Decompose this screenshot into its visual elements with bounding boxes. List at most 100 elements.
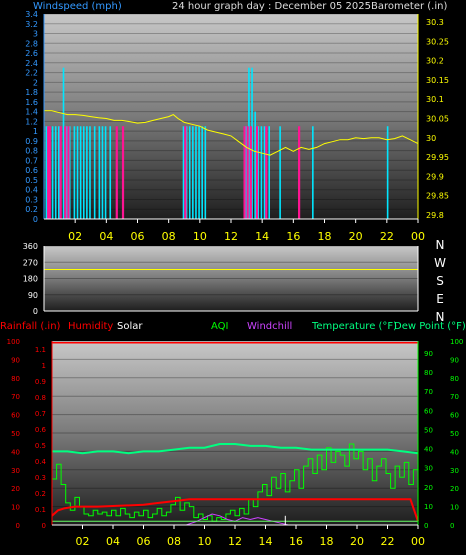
x-tick-label: 16 — [289, 535, 303, 548]
barometer-line — [44, 110, 419, 156]
x-tick-label: 04 — [106, 535, 120, 548]
compass-label: N — [436, 310, 445, 324]
windspeed-bar — [204, 126, 207, 219]
humidity-tick-label: 20 — [11, 485, 20, 493]
rainfall-legend: Rainfall (.in) — [0, 321, 61, 332]
aqi-tick-label: 70 — [450, 393, 459, 401]
windspeed-bar — [54, 126, 57, 219]
wind-tick-label: 2.2 — [25, 69, 38, 78]
gust-bar — [115, 126, 118, 219]
x-tick-label: 08 — [167, 535, 181, 548]
graph-title: 24 hour graph day : December 05 2025 — [172, 1, 371, 12]
gust-bar — [59, 126, 62, 219]
rainfall-tick-label: 1.1 — [35, 346, 46, 354]
barometer-tick-label: 30 — [426, 134, 436, 143]
barometer-tick-label: 29.85 — [426, 192, 449, 201]
temperature-tick-label: 0 — [424, 522, 428, 530]
x-tick-label: 12 — [228, 535, 242, 548]
wind-tick-label: 0.8 — [25, 147, 38, 156]
humidity-tick-label: 60 — [11, 412, 20, 420]
windspeed-label: Windspeed (mph) — [33, 1, 122, 12]
rainfall-axis-ticks: 1.1 1 0.9 0.8 0.7 0.6 0.5 0.4 0.3 0.2 0.1 0 — [35, 346, 47, 530]
windspeed-bar — [185, 126, 188, 219]
temperature-tick-label: 30 — [424, 465, 433, 473]
barometer-tick-label: 30.05 — [426, 115, 449, 124]
gust-bar — [298, 126, 301, 219]
temperature-x-axis-ticks: 02 04 06 08 10 12 14 16 18 20 22 00 — [76, 525, 425, 548]
windspeed-bar — [109, 126, 112, 219]
windspeed-bar — [263, 126, 266, 219]
windspeed-bar — [62, 67, 65, 219]
aqi-tick-label: 90 — [450, 356, 459, 364]
gust-bar — [121, 126, 125, 219]
windspeed-bar — [82, 126, 85, 219]
windspeed-bar — [188, 126, 191, 219]
gust-bar — [243, 126, 246, 219]
x-tick-label: 20 — [349, 230, 363, 243]
humidity-line — [51, 498, 419, 522]
barometer-tick-label: 29.9 — [426, 172, 444, 181]
dewpoint-legend: Dew Point (°F) — [394, 321, 466, 332]
temperature-tick-label: 10 — [424, 503, 433, 511]
windspeed-bar — [245, 126, 247, 219]
temperature-line — [52, 443, 419, 455]
x-tick-label: 22 — [380, 230, 394, 243]
rainfall-tick-label: 0.2 — [35, 490, 46, 498]
windspeed-bar — [182, 126, 185, 219]
direction-tick-label: 90 — [28, 291, 38, 300]
aqi-tick-label: 50 — [450, 430, 459, 438]
rainfall-tick-label: 1 — [42, 362, 46, 370]
windspeed-bar — [93, 126, 96, 219]
gust-bars — [47, 126, 301, 219]
rainfall-tick-label: 0.7 — [35, 410, 46, 418]
windspeed-bar — [386, 126, 389, 219]
barometer-tick-label: 29.8 — [426, 211, 444, 220]
barometer-tick-label: 29.95 — [426, 153, 449, 162]
windspeed-bar — [45, 126, 48, 219]
wind-x-axis-ticks: 02 04 06 08 10 12 14 16 18 20 22 00 — [68, 219, 425, 243]
x-tick-label: 12 — [224, 230, 238, 243]
x-tick-label: 18 — [320, 535, 334, 548]
barometer-axis-ticks: 30.3 30.25 30.2 30.15 30.1 30.05 30 29.95 29.9 29… — [426, 18, 449, 220]
x-tick-label: 06 — [131, 230, 145, 243]
barometer-tick-label: 30.1 — [426, 95, 444, 104]
x-tick-label: 00 — [411, 230, 425, 243]
compass-label: W — [434, 256, 446, 270]
barometer-tick-label: 30.3 — [426, 18, 444, 27]
windspeed-bar — [257, 126, 260, 219]
windspeed-bar — [58, 126, 60, 219]
gust-bar — [246, 126, 249, 219]
x-tick-label: 02 — [68, 230, 82, 243]
barometer-label: Barometer (.in) — [371, 1, 447, 12]
direction-panel-bg — [44, 246, 418, 311]
wind-tick-label: 3.2 — [25, 20, 38, 29]
aqi-legend: AQI — [211, 321, 229, 332]
rainfall-tick-label: 0.6 — [35, 426, 47, 434]
wind-tick-label: 0.6 — [25, 166, 38, 175]
x-tick-label: 04 — [99, 230, 113, 243]
gust-bar — [249, 126, 252, 219]
compass-label: S — [436, 274, 444, 288]
x-tick-label: 14 — [259, 535, 273, 548]
gust-bar — [47, 126, 50, 219]
gust-bar — [184, 126, 187, 219]
x-tick-label: 08 — [162, 230, 176, 243]
humidity-legend: Humidity — [68, 321, 113, 332]
compass-label: N — [436, 238, 445, 252]
x-tick-label: 10 — [198, 535, 212, 548]
x-tick-label: 10 — [193, 230, 207, 243]
windspeed-bar — [260, 126, 263, 219]
windspeed-bar — [89, 126, 91, 219]
x-tick-label: 02 — [76, 535, 90, 548]
windspeed-bar — [251, 67, 253, 219]
wind-tick-label: 3 — [33, 30, 38, 39]
direction-tick-label: 180 — [23, 275, 38, 284]
temperature-legend: Temperature (°F) — [311, 321, 397, 332]
humidity-tick-label: 100 — [7, 338, 20, 346]
windspeed-bar — [68, 126, 71, 219]
barometer-tick-label: 30.25 — [426, 37, 449, 46]
direction-tick-label: 0 — [33, 307, 38, 316]
gust-bar — [48, 126, 51, 219]
